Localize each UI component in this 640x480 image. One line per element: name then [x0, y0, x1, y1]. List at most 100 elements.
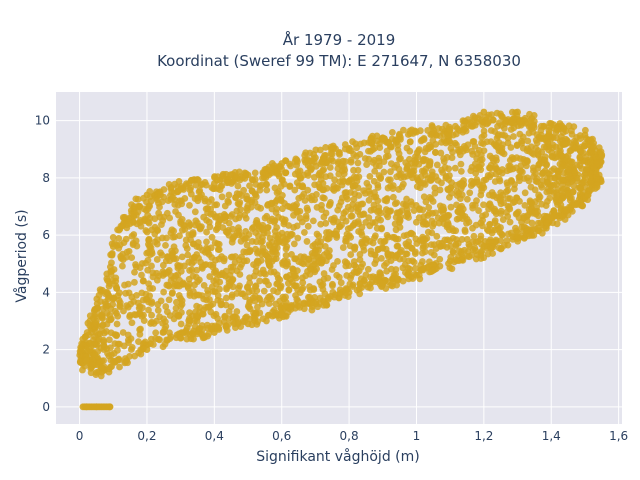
- data-point: [377, 237, 385, 245]
- data-point: [451, 164, 459, 172]
- data-point: [327, 143, 335, 151]
- data-point: [203, 228, 210, 236]
- data-point: [408, 159, 415, 167]
- data-point: [478, 187, 485, 195]
- data-point: [316, 294, 324, 302]
- data-point: [516, 117, 524, 125]
- data-point: [210, 329, 218, 336]
- data-point: [419, 218, 427, 226]
- data-point: [148, 298, 156, 306]
- data-point: [280, 257, 288, 265]
- data-point: [362, 218, 370, 226]
- data-point: [76, 347, 84, 355]
- data-point: [238, 290, 245, 298]
- data-point: [218, 193, 226, 201]
- data-point: [325, 229, 333, 236]
- data-point: [99, 321, 107, 329]
- data-point: [103, 288, 110, 296]
- data-point: [190, 292, 198, 300]
- data-point: [146, 241, 154, 249]
- x-tick-label: 0,4: [205, 429, 224, 443]
- data-point: [186, 309, 193, 317]
- data-point: [317, 160, 325, 168]
- data-point: [236, 176, 244, 184]
- data-point: [222, 294, 230, 302]
- data-point: [131, 268, 138, 276]
- data-point: [306, 194, 313, 202]
- data-point: [76, 358, 84, 365]
- data-point: [542, 224, 550, 232]
- data-point: [508, 178, 516, 185]
- data-point: [355, 192, 363, 199]
- chart-title-line2: Koordinat (Sweref 99 TM): E 271647, N 63…: [157, 52, 521, 70]
- data-point: [219, 175, 226, 183]
- data-point: [288, 250, 295, 258]
- data-point: [178, 329, 186, 336]
- data-point: [301, 152, 309, 159]
- data-point: [393, 275, 401, 283]
- data-point: [538, 131, 545, 139]
- data-point: [371, 260, 379, 268]
- data-point: [384, 251, 392, 259]
- data-point: [270, 268, 278, 276]
- data-point: [553, 191, 561, 199]
- data-point: [595, 144, 603, 152]
- data-point: [206, 273, 214, 280]
- data-point: [334, 165, 342, 172]
- data-point: [514, 228, 521, 236]
- data-point: [584, 191, 592, 199]
- chart-title-line1: År 1979 - 2019: [283, 30, 396, 49]
- data-point: [228, 267, 236, 275]
- data-point: [567, 158, 575, 166]
- data-point: [543, 161, 550, 169]
- data-point: [529, 122, 536, 130]
- data-point: [82, 357, 90, 365]
- data-point: [451, 139, 459, 147]
- data-point: [278, 160, 286, 167]
- data-point: [312, 300, 319, 308]
- data-point: [251, 297, 259, 305]
- data-point: [410, 258, 418, 266]
- y-tick-label: 8: [42, 171, 50, 185]
- data-point: [336, 290, 344, 298]
- data-point: [371, 251, 379, 259]
- data-point: [116, 302, 124, 309]
- data-point: [475, 207, 482, 214]
- data-point: [227, 171, 234, 179]
- data-point: [397, 247, 405, 254]
- data-point: [261, 214, 269, 222]
- data-point: [119, 256, 127, 263]
- data-point: [168, 226, 176, 234]
- data-point: [453, 201, 460, 209]
- data-point: [497, 210, 505, 217]
- data-point: [582, 153, 590, 161]
- data-point: [158, 221, 165, 229]
- data-point: [119, 222, 126, 230]
- data-point: [538, 200, 546, 208]
- data-point: [371, 189, 378, 196]
- data-point: [573, 161, 581, 169]
- data-point: [102, 300, 110, 308]
- data-point: [106, 403, 114, 411]
- data-point: [180, 221, 188, 229]
- data-point: [343, 230, 351, 238]
- data-point: [443, 153, 451, 161]
- data-point: [306, 164, 314, 171]
- data-point: [409, 170, 417, 178]
- data-point: [172, 309, 179, 317]
- data-point: [441, 236, 449, 244]
- data-point: [318, 201, 325, 209]
- data-point: [263, 317, 270, 325]
- x-tick-label: 1,2: [474, 429, 493, 443]
- data-point: [447, 203, 455, 211]
- data-point: [304, 169, 311, 177]
- data-point: [92, 328, 99, 336]
- data-point: [187, 335, 195, 343]
- data-point: [145, 202, 153, 210]
- data-point: [208, 254, 216, 261]
- data-point: [273, 205, 280, 213]
- data-point: [159, 319, 166, 327]
- data-point: [427, 177, 435, 184]
- data-point: [123, 357, 131, 365]
- y-tick-label: 2: [42, 343, 50, 357]
